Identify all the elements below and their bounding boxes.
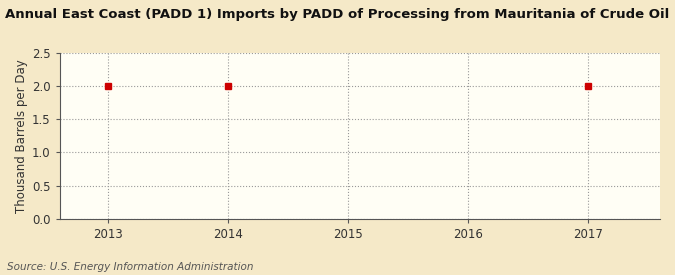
Text: Source: U.S. Energy Information Administration: Source: U.S. Energy Information Administ… (7, 262, 253, 272)
Y-axis label: Thousand Barrels per Day: Thousand Barrels per Day (15, 59, 28, 213)
Text: Annual East Coast (PADD 1) Imports by PADD of Processing from Mauritania of Crud: Annual East Coast (PADD 1) Imports by PA… (5, 8, 670, 21)
